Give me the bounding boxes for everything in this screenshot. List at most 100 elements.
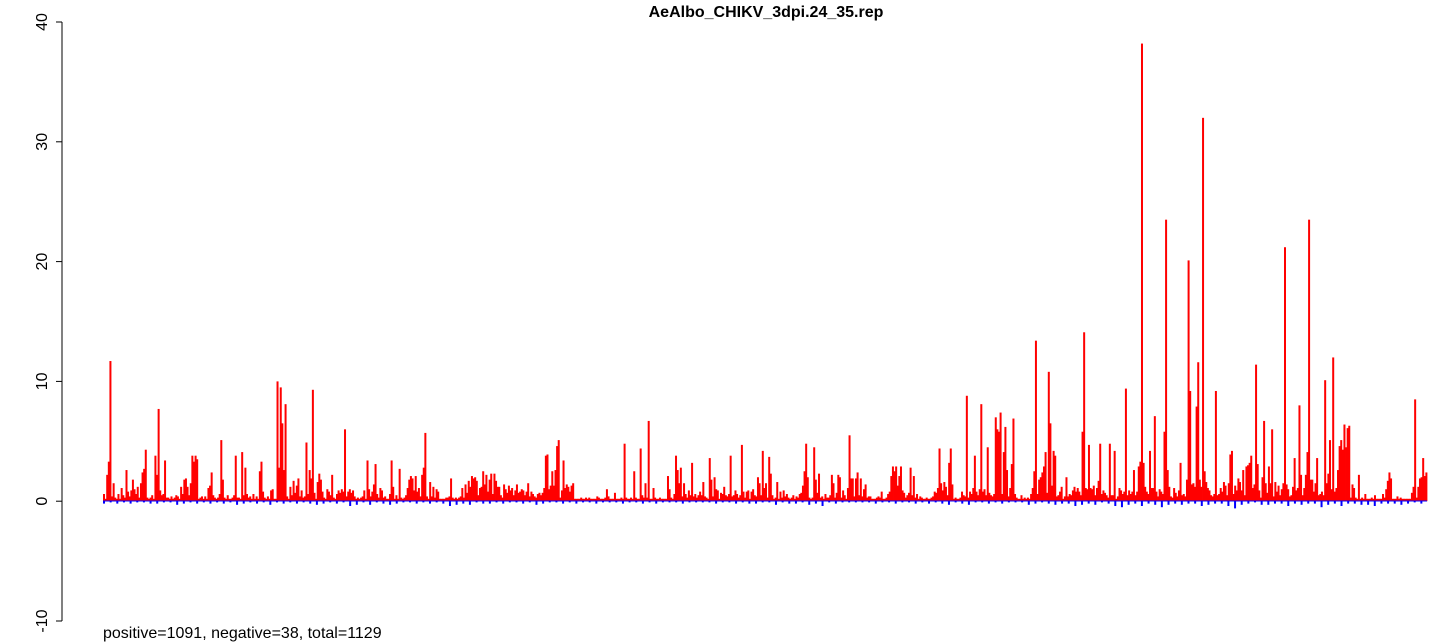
positive-bar	[263, 497, 266, 502]
positive-bar	[573, 498, 576, 502]
positive-bar	[401, 498, 404, 502]
negative-bar	[395, 501, 398, 504]
positive-bar	[380, 490, 383, 502]
positive-bar	[933, 491, 936, 502]
negative-bar	[422, 501, 425, 503]
negative-bar	[741, 501, 744, 503]
positive-bar	[139, 483, 142, 502]
positive-bar	[454, 497, 457, 502]
positive-bar	[1417, 486, 1420, 502]
positive-bar	[413, 490, 416, 502]
negative-bar	[429, 501, 432, 504]
positive-bar	[586, 498, 589, 502]
positive-bar	[226, 495, 229, 502]
positive-bar	[911, 495, 914, 502]
positive-bar	[1383, 497, 1386, 502]
positive-bar	[1420, 477, 1423, 502]
positive-bar	[109, 361, 112, 502]
positive-bar	[246, 494, 248, 502]
positive-bar	[1094, 495, 1097, 502]
negative-bar	[329, 501, 332, 503]
negative-bar	[209, 501, 212, 504]
positive-bar	[655, 498, 658, 502]
positive-bar	[683, 483, 686, 502]
positive-bar	[397, 498, 400, 502]
positive-bar	[723, 486, 726, 502]
positive-bar	[1256, 464, 1259, 502]
positive-bar	[1144, 486, 1147, 502]
positive-bar	[149, 497, 152, 502]
negative-bar	[535, 501, 538, 505]
negative-bar	[1333, 501, 1336, 504]
negative-bar	[1407, 501, 1410, 504]
positive-bar	[159, 490, 162, 502]
positive-bar	[591, 498, 594, 502]
negative-bar	[1260, 501, 1263, 505]
positive-bar	[1348, 425, 1351, 502]
negative-bar	[236, 501, 239, 505]
positive-bar	[1271, 429, 1274, 502]
positive-bar	[1266, 492, 1269, 502]
positive-bar	[1139, 461, 1142, 502]
negative-bar	[435, 501, 438, 503]
positive-bar	[125, 470, 128, 502]
positive-bar	[1081, 431, 1084, 502]
positive-bar	[1165, 219, 1168, 502]
positive-bar	[988, 492, 991, 502]
positive-bar	[1425, 472, 1428, 502]
negative-bar	[322, 501, 325, 504]
negative-bar	[342, 501, 345, 503]
positive-bar	[787, 497, 790, 502]
positive-bar	[610, 498, 613, 502]
positive-bar	[1301, 495, 1304, 502]
positive-bar	[440, 498, 443, 502]
positive-bar	[975, 491, 978, 502]
positive-bar	[1054, 455, 1057, 502]
positive-bar	[136, 486, 139, 502]
positive-bar	[1097, 480, 1100, 502]
positive-bar	[658, 497, 661, 502]
negative-bar	[708, 501, 711, 503]
positive-bar	[1086, 489, 1089, 502]
negative-bar	[375, 501, 378, 503]
positive-bar	[977, 495, 980, 502]
positive-bar	[1357, 474, 1360, 502]
positive-bar	[1324, 380, 1327, 502]
positive-bar	[1023, 497, 1026, 502]
positive-bar	[969, 491, 972, 502]
positive-bar	[522, 490, 525, 502]
positive-bar	[853, 496, 856, 502]
positive-bar	[1211, 496, 1214, 502]
positive-bar	[1235, 490, 1238, 502]
positive-bar	[768, 456, 771, 502]
negative-bar	[608, 501, 611, 503]
positive-bar	[1198, 479, 1201, 502]
positive-bar	[1030, 494, 1033, 502]
positive-bar	[583, 498, 586, 502]
positive-bar	[1051, 485, 1054, 502]
negative-bar	[994, 501, 997, 503]
positive-bar	[1147, 494, 1150, 502]
positive-bar	[1361, 497, 1364, 502]
positive-bar	[427, 498, 430, 502]
positive-bar	[1107, 497, 1110, 502]
negative-bar	[715, 501, 718, 504]
positive-bar	[602, 498, 605, 502]
positive-bar	[877, 496, 880, 502]
positive-bar	[993, 494, 996, 502]
positive-bar	[284, 404, 287, 502]
positive-bar	[1316, 458, 1319, 502]
positive-bar	[183, 479, 186, 502]
positive-bar	[511, 488, 514, 502]
positive-bar	[641, 495, 644, 502]
negative-bar	[1367, 501, 1370, 505]
positive-bar	[519, 491, 522, 502]
positive-bar	[443, 498, 446, 502]
positive-bar	[1404, 498, 1407, 502]
positive-bar	[535, 497, 538, 502]
positive-bar	[679, 467, 682, 502]
positive-bar	[983, 489, 986, 502]
negative-bar	[269, 501, 272, 505]
positive-bar	[867, 496, 870, 502]
